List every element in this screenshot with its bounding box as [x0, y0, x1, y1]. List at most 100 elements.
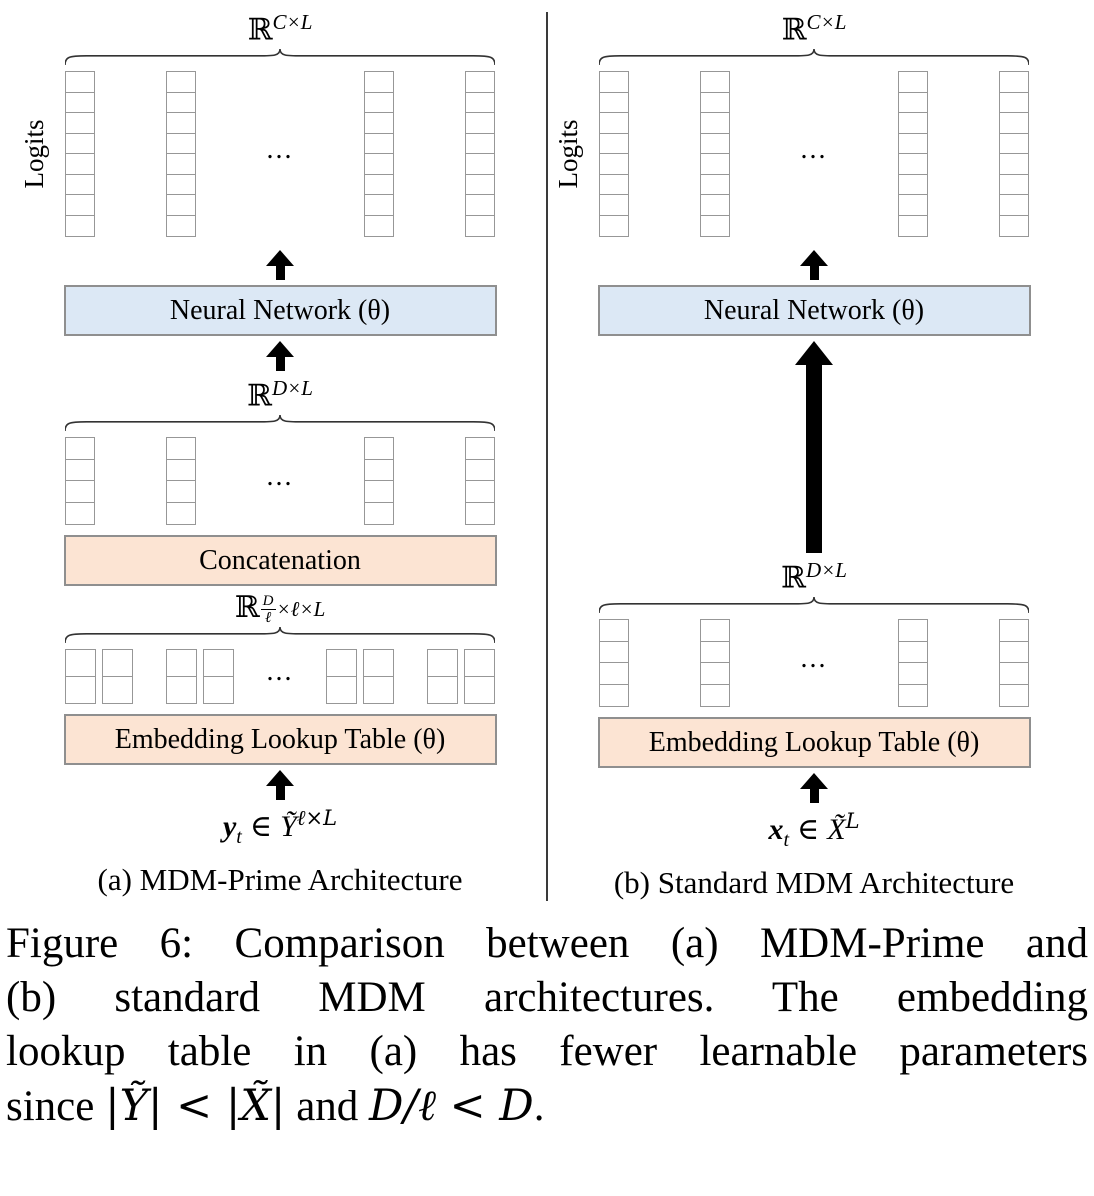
logit-vector — [898, 71, 929, 237]
input-exponent: ℓ×L — [296, 805, 338, 830]
embedding-vector — [165, 437, 196, 525]
dim-label-logits-b: ℝC×L — [782, 10, 847, 48]
arrow-head — [795, 340, 833, 365]
caption-math: |Ỹ| < |X̃| — [105, 1081, 286, 1132]
vector-cell — [165, 132, 196, 155]
vector-cell — [699, 71, 730, 94]
dim-exponent: C×L — [806, 10, 847, 34]
fraction-denominator: ℓ — [264, 609, 272, 626]
vector-cell — [999, 683, 1029, 707]
vector-cell — [465, 91, 495, 114]
vector-cell — [599, 640, 629, 664]
logit-vector — [599, 71, 629, 237]
panel-divider — [546, 12, 548, 901]
input-subscript: t — [783, 828, 790, 851]
vector-cell — [599, 214, 629, 237]
vector-cell — [999, 194, 1029, 217]
vector-cell — [326, 675, 358, 704]
subtoken-vector — [202, 649, 234, 704]
vector-cell — [65, 173, 95, 196]
reals-symbol: ℝ — [247, 12, 273, 48]
vector-cell — [102, 675, 133, 704]
vector-cell — [326, 649, 358, 678]
vector-cell — [999, 640, 1029, 664]
ellipsis: ... — [266, 134, 294, 166]
dim-label-latent-b: ℝD×L — [781, 558, 847, 596]
arrow-head — [800, 772, 828, 789]
embedding-vector — [999, 619, 1029, 707]
caption-text: . — [533, 1083, 545, 1131]
vector-cell — [699, 683, 730, 707]
up-arrow — [266, 340, 294, 371]
logits-label: Logits — [553, 119, 583, 189]
vector-cell — [599, 132, 629, 155]
vector-cell — [165, 675, 197, 704]
vector-cell — [465, 153, 495, 176]
embedding-vector — [699, 619, 730, 707]
vector-cell — [65, 132, 95, 155]
vector-cell — [599, 619, 629, 643]
vector-cell — [165, 91, 196, 114]
neural-network-box: Neural Network (θ) — [597, 284, 1031, 336]
vector-cell — [465, 194, 495, 217]
neural-network-box: Neural Network (θ) — [63, 284, 497, 336]
vector-cell — [364, 437, 395, 461]
vector-cell — [599, 683, 629, 707]
embedding-lookup-box: Embedding Lookup Table (θ) — [63, 713, 497, 765]
subtoken-vector — [363, 649, 395, 704]
vector-cell — [898, 91, 929, 114]
vector-cell — [465, 173, 495, 196]
vector-cell — [699, 173, 730, 196]
arrow-head — [266, 340, 294, 357]
vector-cell — [699, 214, 730, 237]
caption-line: Figure 6: Comparison between (a) MDM-Pri… — [6, 919, 1088, 967]
long-up-arrow — [795, 340, 833, 553]
ellipsis: ... — [800, 134, 828, 166]
fraction-numerator: D — [260, 592, 276, 610]
vector-cell — [364, 194, 395, 217]
vector-cell — [165, 649, 197, 678]
vector-cell — [699, 662, 730, 686]
vector-cell — [364, 91, 395, 114]
vector-cell — [165, 437, 196, 461]
logits-vectors-a: Logits ... — [19, 71, 495, 237]
up-arrow — [800, 772, 828, 803]
arrow-shaft — [806, 364, 822, 553]
up-arrow — [266, 249, 294, 280]
vector-cell — [427, 675, 458, 704]
vector-cell — [599, 662, 629, 686]
vector-cell — [65, 71, 95, 94]
vector-cell — [65, 214, 95, 237]
vector-cell — [699, 619, 730, 643]
vector-cell — [898, 112, 929, 135]
vector-cell — [699, 91, 730, 114]
caption-math: D/ℓ < D — [369, 1081, 534, 1132]
caption-text: and — [285, 1083, 370, 1131]
vector-cell — [102, 649, 133, 678]
vector-cell — [699, 153, 730, 176]
vector-cell — [202, 649, 234, 678]
logit-vector — [465, 71, 495, 237]
input-math-label-b: xt ∈ X̃L — [768, 808, 859, 853]
vector-cell — [65, 501, 95, 525]
vector-cell — [464, 649, 495, 678]
input-exponent: L — [845, 808, 860, 833]
embedding-vectors-a: ... — [65, 437, 495, 525]
arrow-shaft — [275, 785, 285, 800]
vector-cell — [599, 71, 629, 94]
vector-cell — [65, 112, 95, 135]
embedding-vector — [65, 437, 95, 525]
input-math-label-a: yt ∈ Ỹℓ×L — [223, 805, 337, 850]
vector-cell — [898, 194, 929, 217]
input-variable: y — [222, 809, 237, 843]
vector-cell — [898, 132, 929, 155]
dim-exponent: D×L — [805, 557, 847, 582]
vector-cell — [465, 132, 495, 155]
vector-cell — [999, 91, 1029, 114]
vector-cell — [465, 480, 495, 504]
vector-cell — [427, 649, 458, 678]
vector-cell — [65, 194, 95, 217]
vector-cell — [65, 153, 95, 176]
caption-line: since |Ỹ| < |X̃| and D/ℓ < D. — [6, 1079, 1088, 1134]
